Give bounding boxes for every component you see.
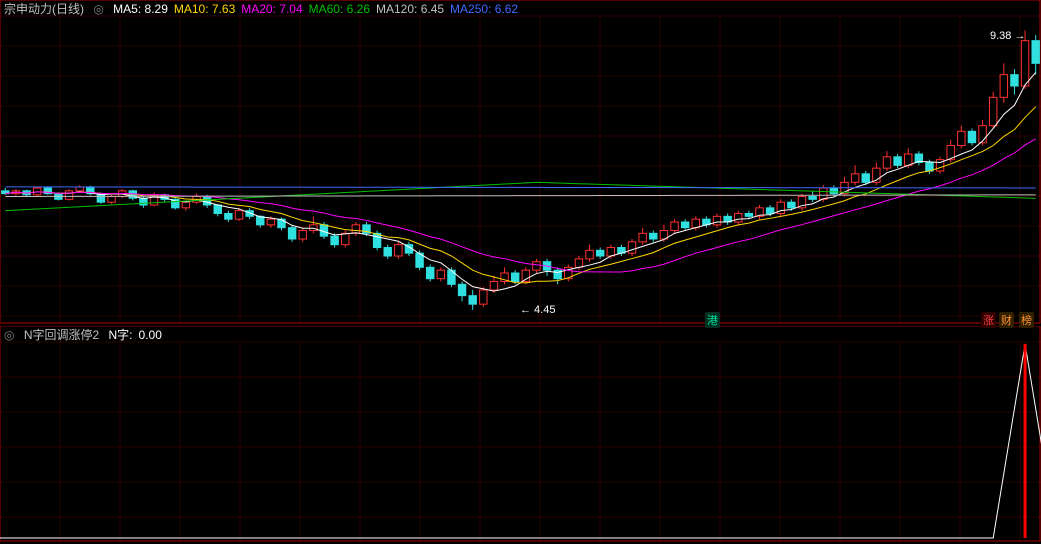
info-badge[interactable]: 榜	[1019, 312, 1034, 328]
ma-legend-item: MA10: 7.63	[174, 2, 235, 16]
info-badge[interactable]: 涨	[981, 312, 996, 328]
ma-legend-item: MA20: 7.04	[241, 2, 302, 16]
top-chart-header: 宗申动力(日线) ◎ MA5: 8.29 MA10: 7.63 MA20: 7.04…	[4, 2, 530, 16]
bottom-indicator-header: ◎ N字回调涨停2 N字: 0.00	[4, 328, 168, 342]
expand-icon[interactable]: ◎	[4, 328, 14, 342]
indicator-chart[interactable]	[0, 326, 1041, 542]
ma-legend-item: MA60: 6.26	[309, 2, 370, 16]
info-badge[interactable]: 港	[705, 312, 720, 328]
expand-icon[interactable]: ◎	[93, 2, 103, 16]
price-annotation: 9.38 →	[990, 30, 1025, 42]
ma-legend-item: MA250: 6.62	[450, 2, 518, 16]
stock-title: 宗申动力(日线)	[4, 2, 84, 16]
indicator-title: N字回调涨停2	[24, 328, 99, 342]
indicator-label: N字:	[109, 328, 133, 342]
info-badge[interactable]: 财	[999, 312, 1014, 328]
indicator-value: 0.00	[139, 328, 162, 342]
price-annotation: ← 4.45	[520, 304, 555, 316]
ma-legend-item: MA5: 8.29	[113, 2, 168, 16]
ma-legend-item: MA120: 6.45	[376, 2, 444, 16]
candlestick-chart[interactable]	[0, 0, 1041, 324]
